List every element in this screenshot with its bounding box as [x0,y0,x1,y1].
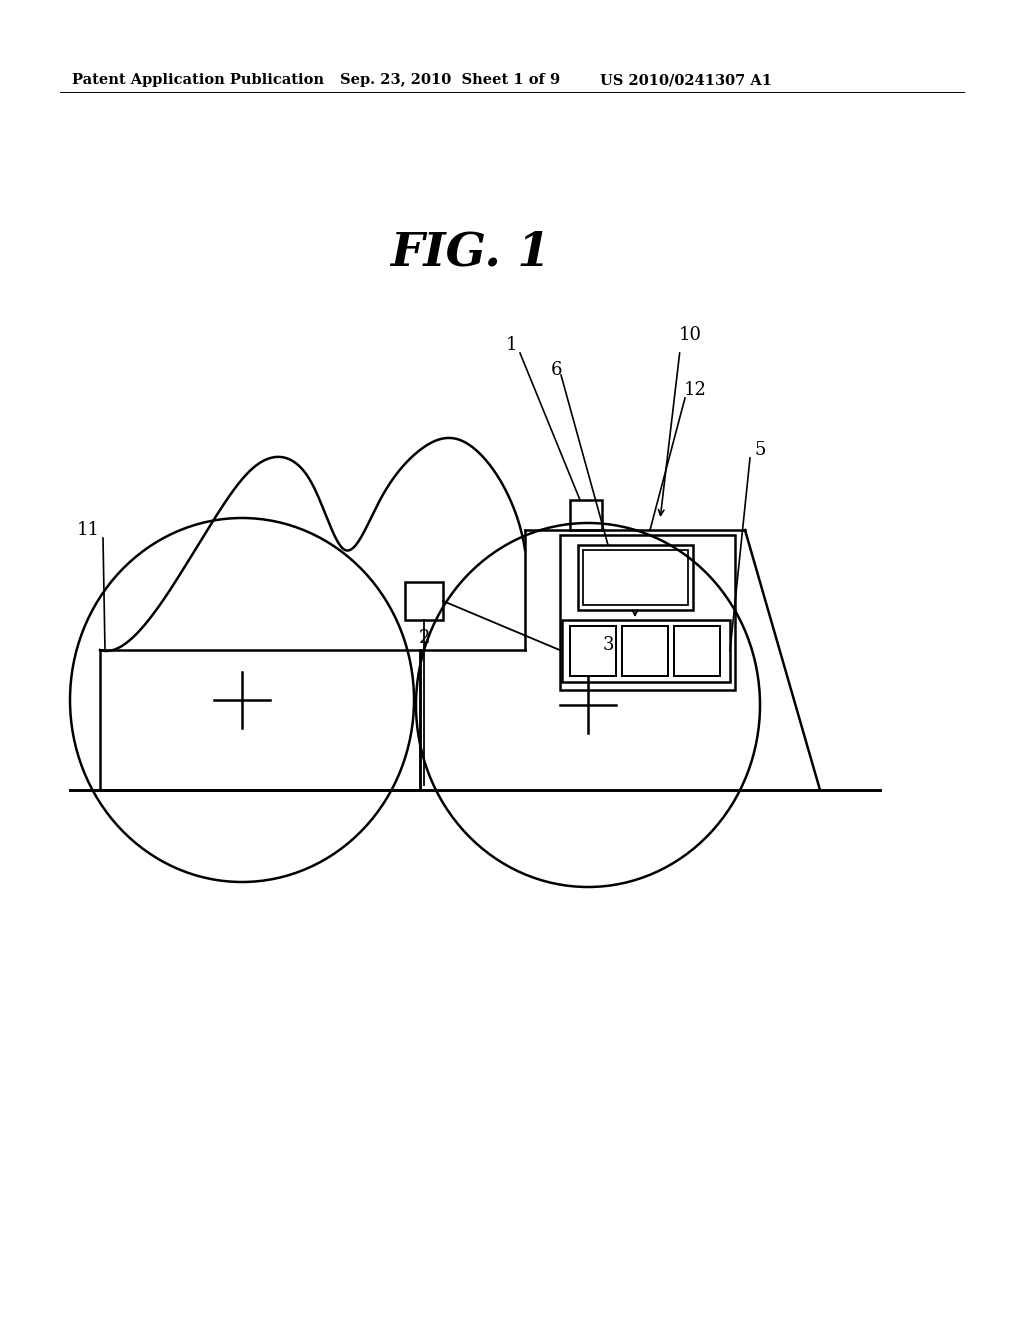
Bar [674,626,720,676]
Bar [570,500,602,531]
Bar [622,626,668,676]
Bar [562,620,730,682]
Text: Sep. 23, 2010  Sheet 1 of 9: Sep. 23, 2010 Sheet 1 of 9 [340,73,560,87]
Bar [406,582,443,620]
Text: Patent Application Publication: Patent Application Publication [72,73,324,87]
Text: US 2010/0241307 A1: US 2010/0241307 A1 [600,73,772,87]
Bar [578,545,693,610]
Text: 12: 12 [684,381,707,399]
Text: 5: 5 [755,441,766,459]
Text: 6: 6 [550,360,562,379]
Text: 10: 10 [679,326,701,345]
Bar [583,550,688,605]
Text: 11: 11 [77,521,99,539]
Text: 3: 3 [602,636,613,653]
Bar [560,535,735,690]
Bar [570,626,616,676]
Text: 2: 2 [419,630,430,647]
Text: FIG. 1: FIG. 1 [390,230,550,276]
Text: 1: 1 [506,337,518,354]
Bar [100,649,420,789]
